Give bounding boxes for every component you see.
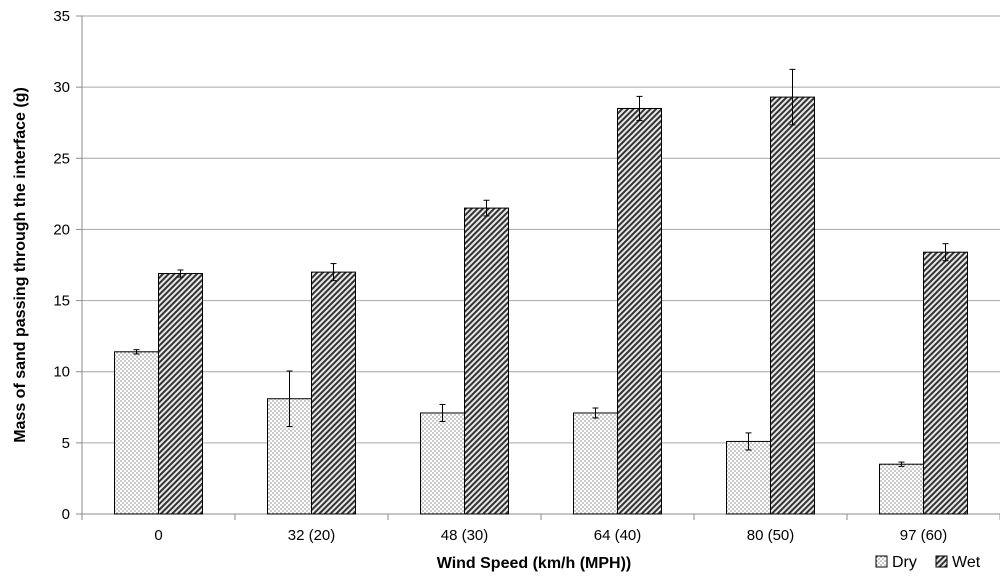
y-tick-label: 25 (53, 150, 70, 167)
bars (114, 96, 968, 515)
legend-label-wet: Wet (952, 554, 981, 571)
legend: Dry Wet (875, 554, 981, 571)
bar-dry (573, 412, 618, 515)
y-tick-label: 0 (62, 506, 70, 523)
y-tick-label: 15 (53, 293, 70, 310)
bar-dry (114, 351, 159, 515)
bar-wet (617, 107, 662, 515)
y-tick-label: 5 (62, 435, 70, 452)
y-tick-label: 10 (53, 364, 70, 381)
x-tick-label: 48 (30) (441, 527, 489, 544)
x-tick-label: 64 (40) (594, 527, 642, 544)
bar-wet (923, 251, 968, 515)
legend-label-dry: Dry (892, 554, 917, 571)
x-tick-label: 80 (50) (747, 527, 795, 544)
legend-swatch-dry (875, 555, 888, 568)
legend-swatch-wet (935, 555, 948, 568)
bar-wet (311, 271, 356, 515)
error-bars (133, 68, 949, 467)
y-tick-label: 35 (53, 8, 70, 25)
x-tick-label: 32 (20) (288, 527, 336, 544)
x-axis-title: Wind Speed (km/h (MPH)) (437, 555, 632, 572)
tick-labels: 0 5 10 15 20 25 30 35 0 32 (20) 48 (30) 64 (40) 80 (… (53, 8, 947, 544)
gridlines (82, 15, 1000, 444)
axes (76, 15, 1000, 520)
x-tick-label: 97 (60) (900, 527, 948, 544)
bar-dry (879, 463, 924, 515)
bar-wet (158, 273, 203, 515)
bar-wet (770, 96, 815, 515)
bar-dry (726, 440, 771, 515)
x-tick-label: 0 (154, 527, 162, 544)
y-tick-label: 30 (53, 79, 70, 96)
bar-wet (464, 207, 509, 515)
bar-dry (420, 412, 465, 515)
y-axis-title: Mass of sand passing through the interfa… (12, 87, 29, 443)
y-tick-label: 20 (53, 221, 70, 238)
